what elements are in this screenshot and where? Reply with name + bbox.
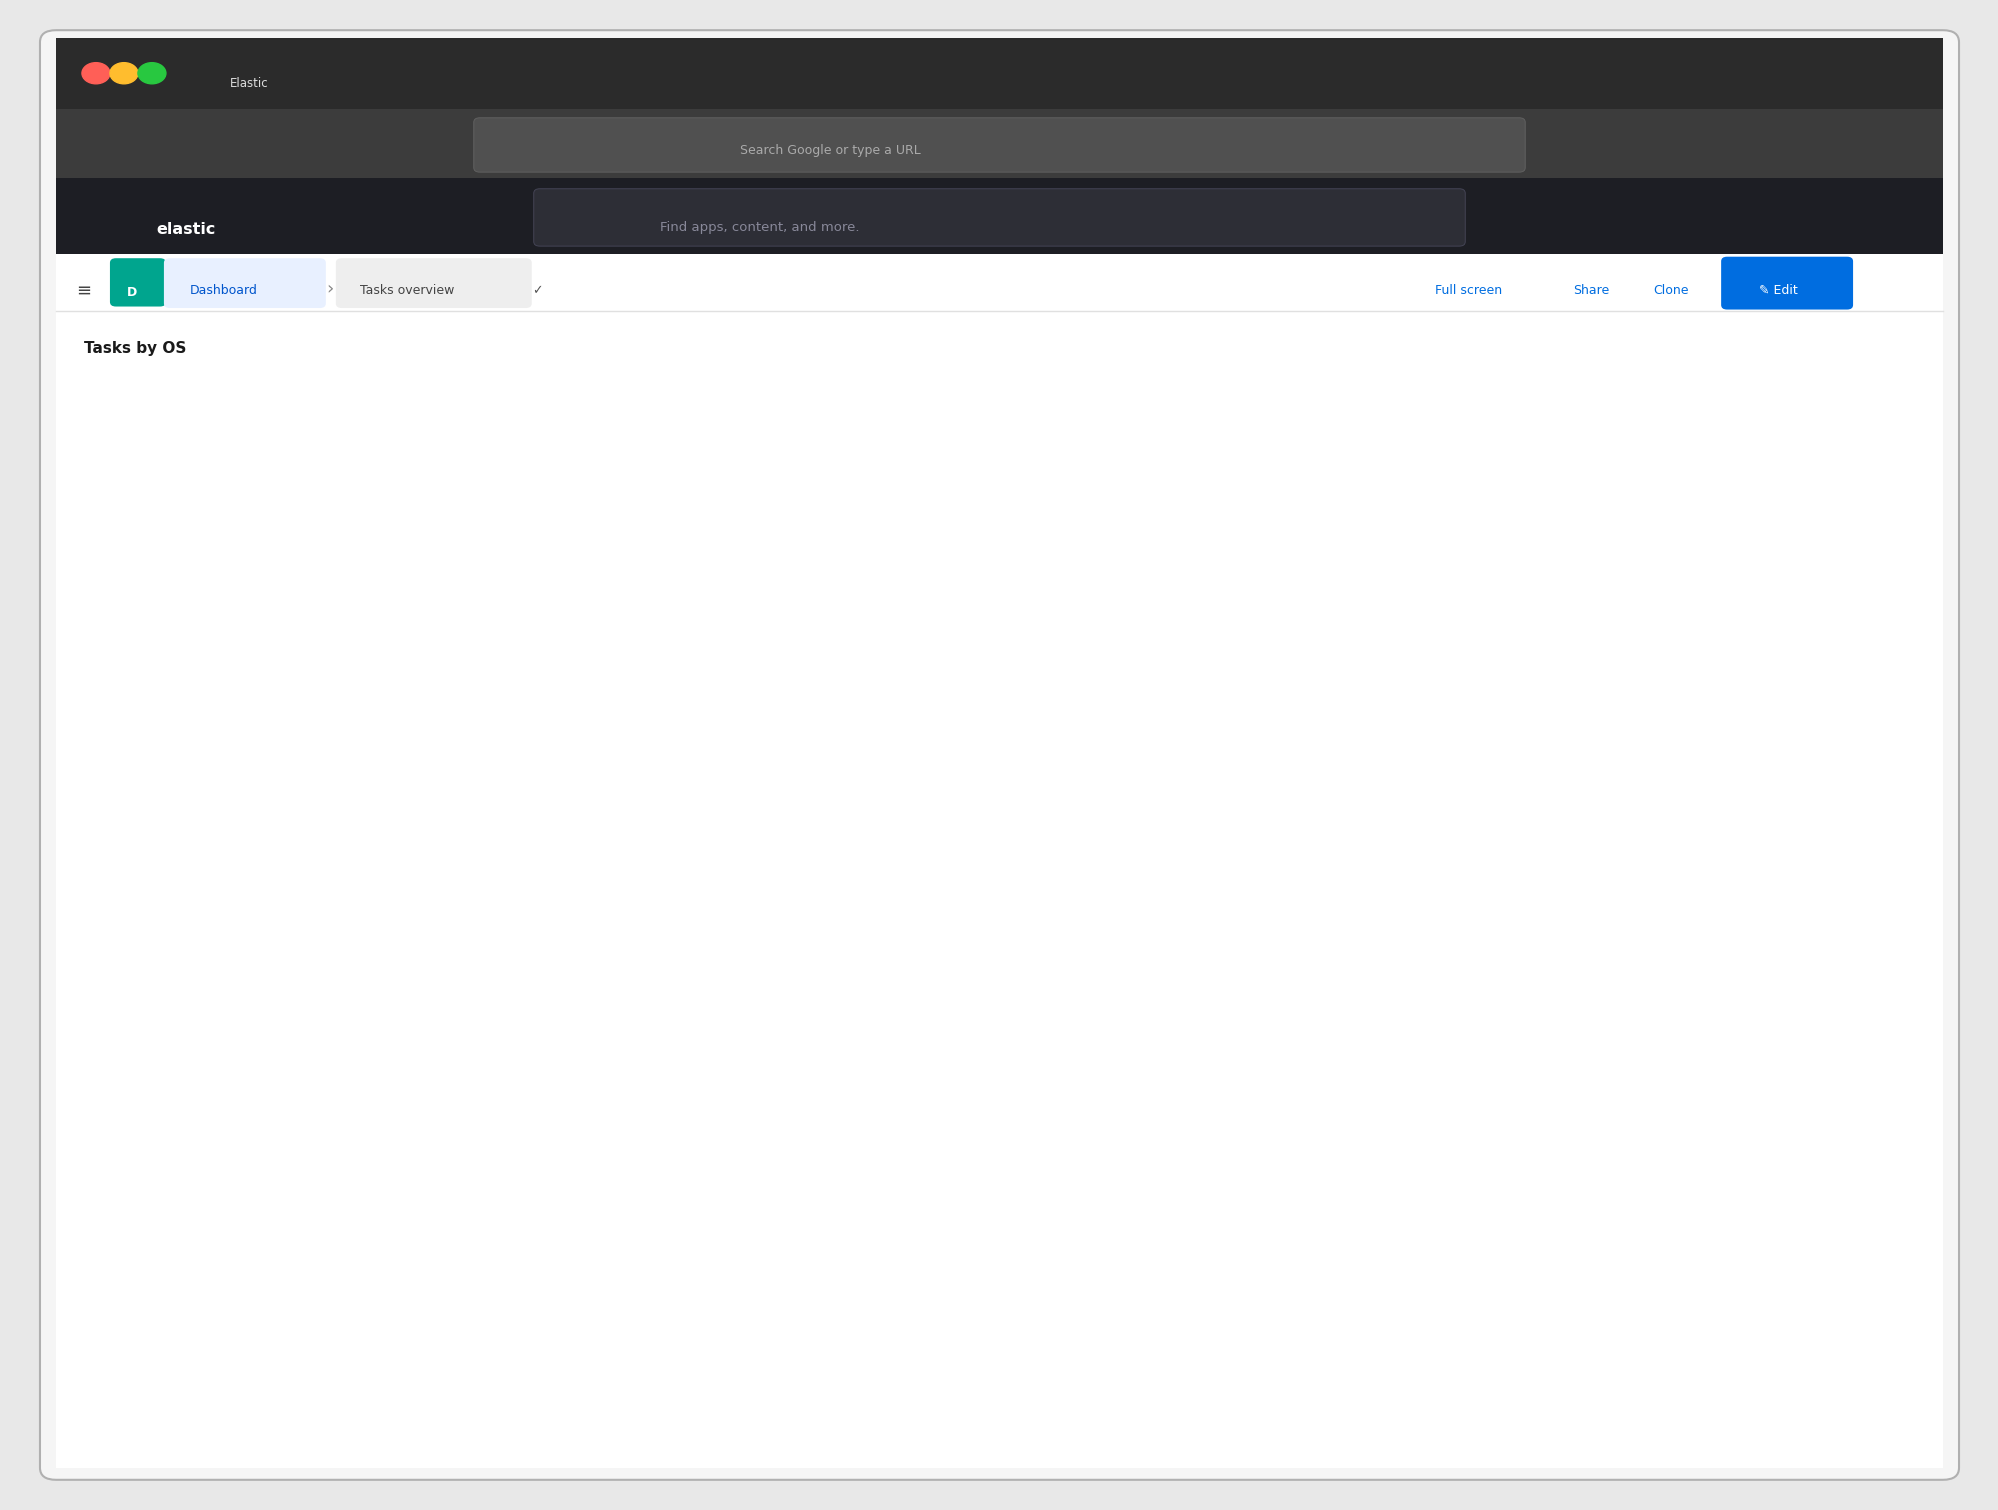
Bar [941, 669, 967, 684]
Bar [426, 687, 450, 1392]
Bar [1023, 1010, 1049, 1392]
Bar [262, 648, 288, 689]
Text: windows: windows [1642, 581, 1700, 595]
Bar [507, 1146, 531, 1392]
Bar [915, 758, 939, 815]
Bar [318, 693, 342, 1392]
Bar [1405, 1125, 1429, 1392]
Bar [615, 1182, 641, 1392]
Circle shape [1596, 577, 1632, 604]
Text: ≡: ≡ [76, 282, 92, 300]
Bar [833, 1080, 857, 1392]
Text: Tasks by OS: Tasks by OS [84, 341, 186, 356]
Text: Share: Share [1572, 284, 1608, 297]
Bar [805, 1081, 831, 1392]
Bar [697, 1178, 721, 1193]
Text: linux: linux [1642, 524, 1674, 538]
Bar [887, 835, 913, 1392]
Text: elastic: elastic [156, 222, 216, 237]
Bar [861, 837, 885, 1392]
Bar [1459, 1246, 1483, 1258]
Bar [751, 1113, 777, 1392]
Text: Tasks overview: Tasks overview [360, 284, 454, 297]
Bar [480, 972, 503, 1392]
Text: Search Google or type a URL: Search Google or type a URL [739, 143, 919, 157]
Bar [561, 1158, 585, 1392]
Bar [941, 684, 967, 1392]
Bar [1269, 1146, 1293, 1392]
Bar [372, 708, 396, 1392]
Bar [643, 1220, 667, 1392]
Bar [1213, 1208, 1239, 1392]
Bar [1323, 966, 1347, 1392]
Bar [154, 684, 178, 1392]
Bar [1512, 978, 1536, 1392]
Bar [344, 698, 368, 1392]
Bar [1077, 1052, 1103, 1392]
Bar [779, 1176, 803, 1392]
Bar [1187, 1205, 1211, 1392]
Bar [1051, 1012, 1075, 1392]
Y-axis label: Count of records: Count of records [90, 930, 104, 1046]
Bar [1377, 794, 1401, 1392]
X-axis label: timestamp per 12 hours: timestamp per 12 hours [759, 1444, 959, 1459]
Bar [454, 667, 478, 1392]
Text: Clone: Clone [1652, 284, 1688, 297]
Bar [533, 1137, 559, 1392]
Bar [1105, 1055, 1129, 1392]
Text: ✓: ✓ [531, 284, 541, 297]
Bar [1023, 1003, 1049, 1010]
Bar [398, 708, 424, 1392]
Text: darwin: darwin [1642, 467, 1688, 480]
Bar [887, 683, 913, 835]
Circle shape [1596, 519, 1632, 547]
Text: Elastic: Elastic [230, 77, 268, 91]
Bar [1051, 1006, 1075, 1012]
Bar [997, 1137, 1021, 1392]
Bar [1133, 1151, 1157, 1392]
Bar [1295, 1146, 1321, 1392]
Bar [1241, 1194, 1265, 1200]
Text: Full screen: Full screen [1435, 284, 1502, 297]
Bar [344, 687, 368, 698]
Bar [1459, 1258, 1483, 1392]
Text: Find apps, content, and more.: Find apps, content, and more. [659, 220, 859, 234]
Bar [1431, 1128, 1457, 1392]
Bar [290, 676, 314, 689]
Bar [1351, 1086, 1375, 1392]
Circle shape [1596, 462, 1632, 489]
Bar [915, 815, 939, 1392]
Text: ›: › [326, 281, 334, 299]
Bar [208, 726, 232, 1392]
Bar [969, 1137, 993, 1392]
Bar [589, 1157, 613, 1392]
Bar [725, 1114, 749, 1392]
Bar [861, 820, 885, 837]
Bar [1213, 1200, 1239, 1208]
Bar [669, 1203, 695, 1392]
Bar [182, 1166, 206, 1392]
Bar [290, 689, 314, 1392]
Bar [1540, 1376, 1564, 1392]
Text: Dashboard: Dashboard [190, 284, 258, 297]
Bar [1241, 1200, 1265, 1392]
Bar [236, 764, 260, 1392]
Bar [262, 689, 288, 1392]
Bar [1159, 1149, 1185, 1392]
Bar [1295, 1134, 1321, 1146]
Bar [697, 1193, 721, 1392]
Text: ✎ Edit: ✎ Edit [1758, 284, 1796, 297]
Bar [1487, 840, 1510, 1392]
Text: D: D [128, 285, 138, 299]
